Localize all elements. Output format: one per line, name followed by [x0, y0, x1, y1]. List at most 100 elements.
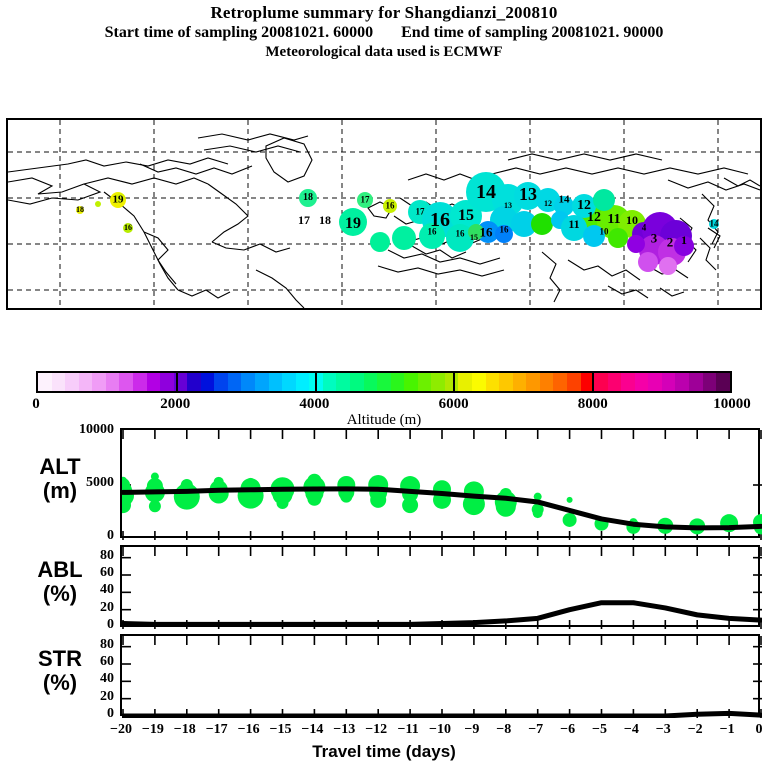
- map-day-label-30: 1: [681, 233, 687, 247]
- alt-label-line2: (m): [42, 478, 78, 503]
- colorbar-section: 0 2000 4000 6000 8000 10000 Altitude (m): [0, 368, 768, 428]
- colorbar-segment-46: [661, 373, 676, 391]
- colorbar-segment-18: [282, 373, 296, 391]
- xtick-0: 0: [755, 722, 763, 737]
- retroplume-blobs: [8, 120, 760, 308]
- str-row-label: STR (%): [6, 647, 114, 695]
- plume-blob-41: [638, 252, 658, 272]
- colorbar-segment-40: [580, 373, 595, 391]
- map-day-label-8: 17: [298, 213, 310, 227]
- map-inner: 19 18 18 17 16 19 16 18 17 16 17 15 14 13 14 13 12 16 16 16…: [8, 120, 760, 308]
- str-plot-svg: [122, 636, 762, 718]
- xtick--12: −12: [365, 722, 388, 737]
- colorbar-tick-6000: 6000: [438, 396, 469, 412]
- abl-chart-panel: [120, 545, 762, 629]
- colorbar-tick-2000: 2000: [160, 396, 191, 412]
- xtick--11: −11: [397, 722, 419, 737]
- alt-label-line1: ALT: [39, 454, 81, 479]
- plume-blob-27: [468, 224, 484, 240]
- abl-ytick-40: 40: [100, 582, 114, 598]
- xtick--8: −8: [496, 722, 512, 737]
- colorbar-segment-9: [160, 373, 174, 391]
- map-day-label-9: 16: [430, 209, 450, 231]
- colorbar-segment-49: [702, 373, 717, 391]
- retroplume-day-labels: 19 18 18 17 16 19 16 18 17 16 17 15 14 13 14 13 12 16 16 16…: [8, 120, 760, 308]
- map-day-label-7: 18: [319, 213, 331, 227]
- colorbar-segment-34: [499, 373, 513, 391]
- str-ytick-40: 40: [100, 671, 114, 687]
- met-data-text: Meteorological data used is ECMWF: [265, 44, 503, 60]
- colorbar-segment-44: [634, 373, 649, 391]
- colorbar-divider-3: [591, 373, 594, 391]
- colorbar-segment-27: [404, 373, 418, 391]
- colorbar-tick-10000: 10000: [713, 396, 751, 412]
- colorbar-segment-3: [78, 373, 93, 391]
- xtick--3: −3: [655, 722, 671, 737]
- colorbar-segment-16: [255, 373, 269, 391]
- map-day-label-18: 16: [427, 226, 437, 237]
- plume-blob-31: [572, 194, 596, 218]
- colorbar-segment-43: [621, 373, 635, 391]
- colorbar-segment-26: [390, 373, 405, 391]
- sampling-time-row: Start time of sampling 20081021. 60000 En…: [0, 23, 768, 43]
- colorbar-segment-5: [105, 373, 120, 391]
- colorbar-segment-25: [377, 373, 391, 391]
- str-ytick-60: 60: [100, 654, 114, 669]
- alt-ytick-0: 0: [107, 528, 114, 543]
- colorbar-segment-12: [200, 373, 215, 391]
- colorbar-segment-24: [363, 373, 378, 391]
- map-day-label-23: 11: [607, 212, 621, 227]
- plume-blob-19: [531, 213, 553, 235]
- str-label-line1: STR: [38, 646, 82, 671]
- plume-blob-22: [419, 223, 445, 249]
- map-day-label-24: 10: [626, 213, 638, 227]
- colorbar-segment-28: [417, 373, 432, 391]
- colorbar-segment-45: [648, 373, 662, 391]
- map-day-label-16: 12: [544, 199, 552, 208]
- xtick--4: −4: [623, 722, 639, 737]
- colorbar-segment-22: [336, 373, 350, 391]
- abl-label-line2: (%): [42, 581, 78, 606]
- map-day-label-25: 12: [577, 198, 591, 213]
- xtick--15: −15: [269, 722, 292, 737]
- alt-chart-panel: [120, 428, 762, 540]
- map-day-label-17: 16: [455, 228, 465, 239]
- colorbar-segment-30: [444, 373, 459, 391]
- colorbar-divider-0: [176, 373, 179, 391]
- colorbar-segment-42: [607, 373, 622, 391]
- map-day-label-1: 18: [76, 205, 84, 214]
- colorbar-segment-50: [716, 373, 730, 391]
- str-ytick-0: 0: [107, 706, 114, 721]
- xtick--16: −16: [237, 722, 260, 737]
- plume-blob-34: [583, 225, 605, 247]
- abl-ytick-0: 0: [107, 617, 114, 632]
- abl-ytick-60: 60: [100, 565, 114, 580]
- plume-blob-6: [383, 199, 397, 213]
- colorbar-segment-7: [132, 373, 147, 391]
- plume-blob-5: [357, 192, 373, 208]
- start-time-text: Start time of sampling 20081021. 60000: [104, 24, 374, 41]
- colorbar-segment-31: [458, 373, 472, 391]
- colorbar-segment-35: [512, 373, 527, 391]
- map-day-label-0: 19: [112, 193, 124, 206]
- plume-blob-43: [674, 236, 694, 256]
- xtick--5: −5: [592, 722, 607, 737]
- str-chart-panel: [120, 634, 762, 718]
- plume-blob-8: [123, 223, 133, 233]
- colorbar-segment-37: [539, 373, 554, 391]
- map-day-label-15: 13: [504, 201, 512, 210]
- colorbar-segment-6: [119, 373, 133, 391]
- map-day-label-28: 3: [650, 230, 658, 246]
- colorbar-segment-38: [553, 373, 567, 391]
- colorbar-axis-label: Altitude (m): [346, 412, 422, 428]
- plume-blob-33: [561, 215, 587, 241]
- plume-blob-2: [76, 206, 84, 214]
- colorbar-segment-2: [65, 373, 79, 391]
- map-day-label-13: 13: [519, 184, 537, 204]
- colorbar-divider-1: [314, 373, 317, 391]
- colorbar-segment-39: [566, 373, 581, 391]
- colorbar-segment-23: [349, 373, 364, 391]
- map-day-label-10: 17: [415, 206, 425, 217]
- xtick--6: −6: [560, 722, 576, 737]
- title-block: Retroplume summary for Shangdianzi_20081…: [0, 0, 768, 62]
